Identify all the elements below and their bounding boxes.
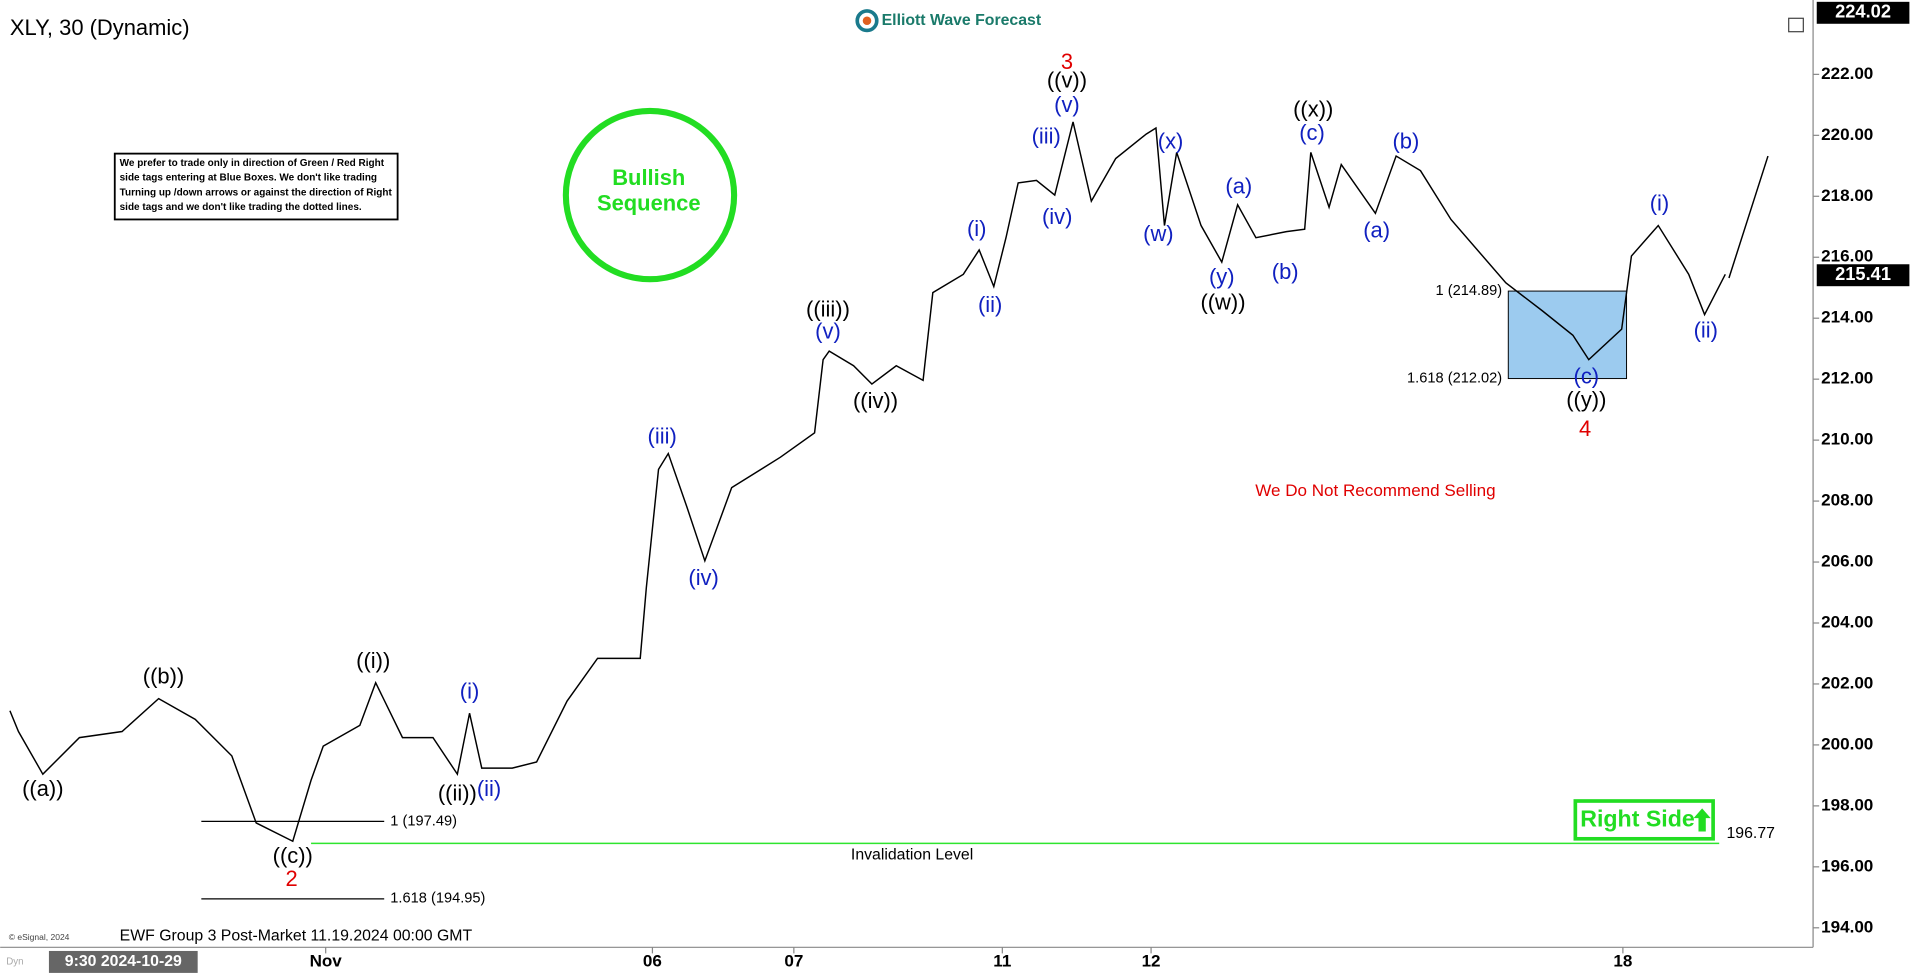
wave-label: ((iv)) [853, 388, 898, 413]
corner-label: Dyn [6, 957, 23, 968]
x-tick-label: 11 [993, 951, 1011, 970]
wave-label: (iii) [1032, 124, 1061, 149]
wave-label: (v) [815, 319, 841, 344]
y-tick-label: 216.00 [1821, 247, 1873, 266]
wave-label: 4 [1579, 416, 1591, 441]
x-tick-label: 18 [1613, 951, 1632, 970]
fib-label: 1.618 (212.02) [1407, 370, 1502, 386]
x-tick-label: Nov [310, 951, 343, 970]
y-tick-label: 212.00 [1821, 369, 1873, 388]
wave-label: (b) [1272, 259, 1299, 284]
logo-box [851, 7, 1066, 35]
wave-label: (x) [1158, 128, 1184, 153]
warning-text: We Do Not Recommend Selling [1255, 481, 1495, 500]
window-icon[interactable] [1788, 17, 1804, 33]
logo-icon [855, 9, 879, 33]
wave-label: ((x)) [1293, 97, 1333, 122]
cursor-label: 9:30 2024-10-29 [65, 953, 182, 970]
price-line [9, 121, 1726, 843]
last-price-tag: 215.41 [1835, 263, 1891, 284]
y-tick-label: 206.00 [1821, 552, 1873, 571]
chart-title: XLY, 30 (Dynamic) [10, 15, 190, 40]
wave-label: (a) [1363, 217, 1390, 242]
y-tick-label: 208.00 [1821, 491, 1873, 510]
right-side-box [1573, 799, 1715, 841]
last-price-tag-box [1816, 264, 1910, 287]
wave-label: ((w)) [1200, 289, 1245, 314]
y-tick-label: 218.00 [1821, 186, 1873, 205]
right-side-arrow [1693, 808, 1711, 832]
price-line [1728, 155, 1769, 279]
bullish-badge [562, 107, 738, 283]
wave-label: (c) [1299, 120, 1325, 145]
badge-text: Sequence [597, 191, 701, 216]
wave-label: (i) [1650, 191, 1670, 216]
note-line: Turning up /down arrows or against the d… [120, 187, 393, 198]
y-tick-label: 194.00 [1821, 917, 1873, 936]
y-tick-label: 196.00 [1821, 856, 1873, 875]
logo-icon-dot [862, 16, 872, 25]
badge-text: Bullish [612, 165, 685, 190]
x-tick-label: 07 [784, 951, 803, 970]
right-side-text: Right Side [1580, 806, 1695, 832]
wave-label: ((a)) [22, 776, 63, 801]
note-line: We prefer to trade only in direction of … [120, 158, 385, 169]
x-tick-label: 06 [643, 951, 662, 970]
wave-label: (w) [1143, 221, 1173, 246]
wave-label: (y) [1209, 264, 1235, 289]
fib-label: 1 (214.89) [1436, 283, 1503, 299]
wave-label: (v) [1054, 92, 1080, 117]
y-tick-label: 198.00 [1821, 795, 1873, 814]
fib-label: 1 (197.49) [390, 813, 457, 829]
wave-label: (iv) [688, 565, 718, 590]
note-box [113, 152, 399, 221]
invalidation-value: 196.77 [1727, 825, 1775, 842]
wave-label: (a) [1225, 174, 1252, 199]
y-tick-label: 220.00 [1821, 125, 1873, 144]
y-tick-label: 204.00 [1821, 613, 1873, 632]
note-line: side tags entering at Blue Boxes. We don… [120, 173, 377, 184]
wave-label: (iii) [648, 423, 677, 448]
wave-label: ((i)) [356, 648, 390, 673]
wave-label: (iv) [1042, 204, 1072, 229]
y-tick-label: 210.00 [1821, 430, 1873, 449]
fib-label: 1.618 (194.95) [390, 891, 485, 907]
wave-label: (ii) [978, 292, 1002, 317]
y-tick-label: 222.00 [1821, 64, 1873, 83]
footer: EWF Group 3 Post-Market 11.19.2024 00:00… [120, 928, 473, 945]
note-line: side tags and we don't like trading the … [120, 202, 362, 213]
copyright: © eSignal, 2024 [9, 932, 70, 942]
y-tick-label: 200.00 [1821, 734, 1873, 753]
wave-label: ((b)) [143, 664, 184, 689]
wave-label: ((v)) [1047, 67, 1087, 92]
wave-label: 3 [1061, 49, 1073, 74]
logo-text: Elliott Wave Forecast [882, 12, 1042, 29]
wave-label: (b) [1392, 128, 1419, 153]
wave-label: 2 [285, 866, 297, 891]
y-tick-label: 202.00 [1821, 673, 1873, 692]
wave-label: ((ii)) [438, 781, 477, 806]
wave-label: ((y)) [1566, 387, 1606, 412]
wave-label: (i) [967, 216, 987, 241]
wave-label: (i) [460, 678, 480, 703]
wave-label: ((iii)) [806, 297, 850, 322]
invalidation-label: Invalidation Level [851, 847, 973, 864]
x-tick-label: 12 [1142, 951, 1161, 970]
cursor-label-box [48, 950, 198, 973]
y-tick-label: 214.00 [1821, 308, 1873, 327]
high-price-tag-box [1816, 1, 1910, 24]
wave-label: (ii) [1694, 317, 1718, 342]
wave-label: (c) [1574, 364, 1600, 389]
wave-label: (ii) [477, 776, 501, 801]
blue-box [1507, 290, 1628, 380]
high-price-tag: 224.02 [1835, 1, 1891, 22]
wave-label: ((c)) [273, 843, 313, 868]
